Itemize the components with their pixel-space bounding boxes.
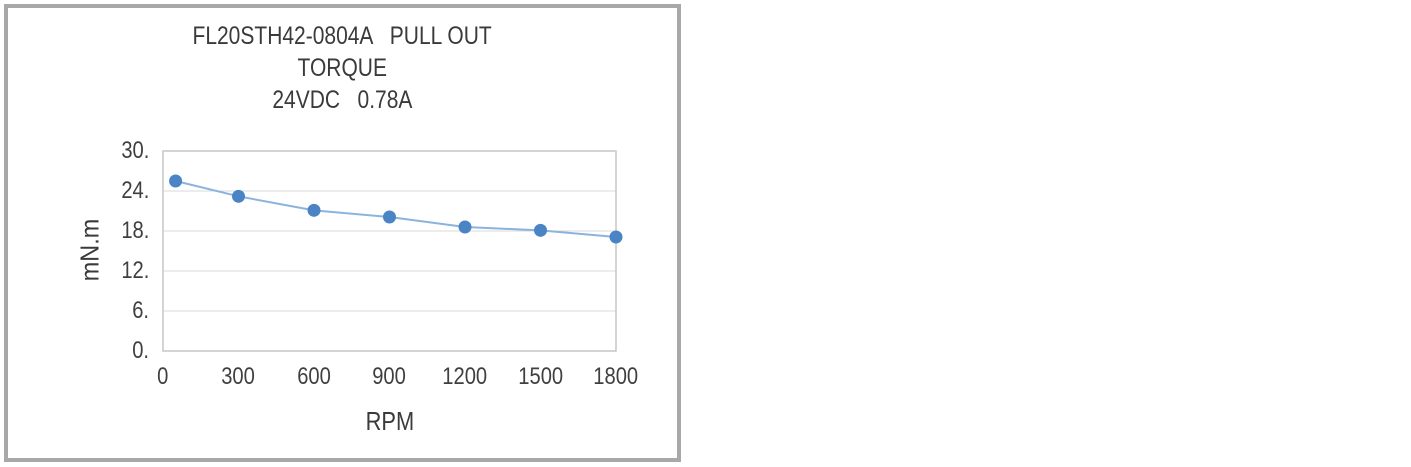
y-tick-label-text: 12. [120, 257, 149, 284]
data-point [609, 230, 623, 244]
data-point [169, 174, 183, 188]
x-tick-label: 1800 [561, 363, 671, 391]
plot-border [162, 150, 617, 352]
chart-title: FL20STH42-0804A PULL OUT TORQUE 24VDC 0.… [8, 20, 677, 116]
x-tick-label-text: 900 [372, 363, 407, 390]
y-tick-label-text: 24. [120, 177, 149, 204]
x-axis-title-text: RPM [365, 406, 414, 436]
chart-title-line-2: TORQUE [8, 52, 677, 84]
x-tick-label: 1500 [486, 363, 596, 391]
x-tick-label: 1200 [410, 363, 520, 391]
y-tick-label: 6. [8, 298, 149, 324]
y-tick-label-text: 30. [120, 137, 149, 164]
data-point [383, 210, 396, 224]
x-tick-label: 600 [259, 363, 369, 391]
x-tick-label: 900 [335, 363, 445, 391]
chart-title-text-2: TORQUE [297, 54, 388, 82]
x-tick-label-text: 0 [157, 363, 169, 390]
x-tick-label-text: 300 [221, 363, 256, 390]
data-point [232, 189, 245, 203]
plot-svg [162, 150, 623, 352]
x-tick-label: 0 [108, 363, 218, 391]
x-tick-label-text: 600 [297, 363, 331, 390]
data-point [534, 223, 547, 237]
y-tick-label: 18. [8, 218, 149, 244]
torque-line [175, 180, 617, 238]
data-point [307, 203, 321, 217]
data-point [458, 220, 472, 234]
x-tick-label: 300 [184, 363, 294, 391]
y-tick-label-text: 6. [132, 297, 149, 324]
x-tick-label-text: 1800 [593, 363, 639, 390]
chart-panel: FL20STH42-0804A PULL OUT TORQUE 24VDC 0.… [4, 4, 681, 462]
x-tick-label-text: 1200 [442, 363, 488, 390]
y-axis-title-text: mN.m [74, 218, 105, 282]
chart-title-text-1: FL20STH42-0804A PULL OUT [192, 22, 493, 50]
y-tick-label: 12. [8, 258, 149, 284]
y-tick-label: 0. [8, 338, 149, 364]
y-tick-label-text: 0. [132, 337, 149, 364]
x-tick-label-text: 1500 [518, 363, 563, 390]
chart-title-line-3: 24VDC 0.78A [8, 84, 677, 116]
chart-title-text-3: 24VDC 0.78A [272, 86, 413, 114]
x-axis-title: RPM [320, 406, 460, 437]
y-tick-label: 24. [8, 178, 149, 204]
chart-title-line-1: FL20STH42-0804A PULL OUT [8, 20, 677, 52]
y-tick-label-text: 18. [120, 217, 149, 244]
y-tick-label: 30. [8, 138, 149, 164]
